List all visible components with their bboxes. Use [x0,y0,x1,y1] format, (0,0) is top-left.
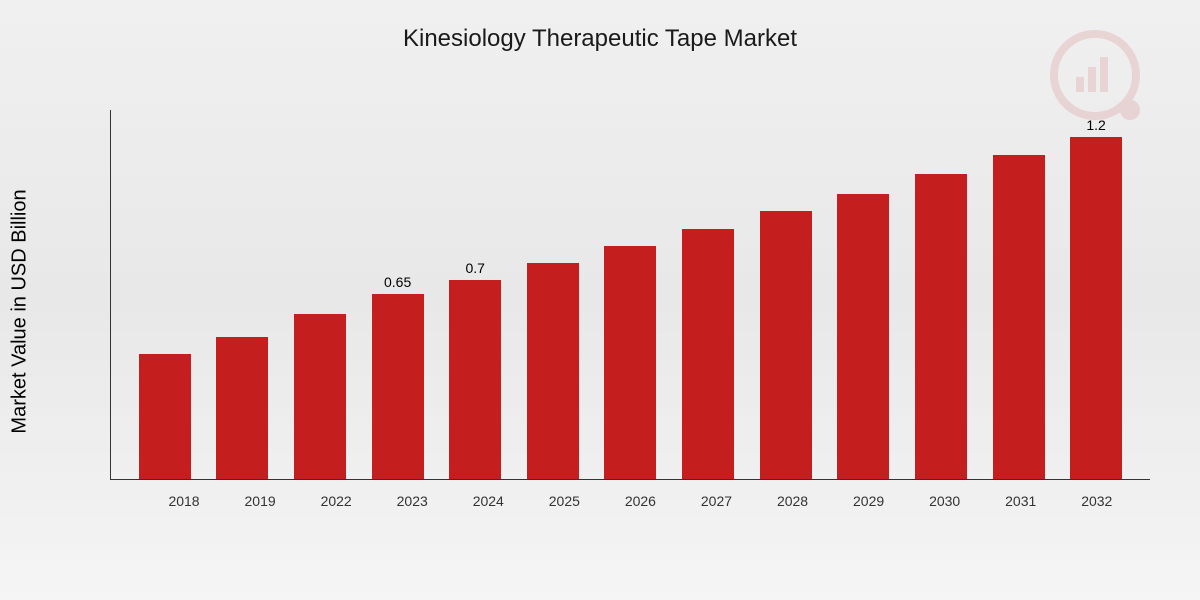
bar-group [678,229,738,479]
bar-group [756,211,816,479]
bar-value-label: 1.2 [1086,117,1105,133]
chart-title: Kinesiology Therapeutic Tape Market [0,0,1200,63]
bar-group: 1.2 [1066,137,1126,479]
bar-group [989,155,1049,479]
bar-group [290,314,350,479]
x-axis-tick-label: 2024 [458,493,518,509]
x-axis-tick-label: 2030 [915,493,975,509]
bar-group [212,337,272,479]
bar [682,229,734,479]
chart-container: 0.650.71.2 20182019202220232024202520262… [90,80,1150,520]
bar [915,174,967,479]
bar [993,155,1045,479]
x-axis-tick-label: 2022 [306,493,366,509]
bar [139,354,191,479]
bars-container: 0.65 0.7 1.2 [126,110,1135,479]
x-axis-tick-label: 2031 [991,493,1051,509]
x-axis-tick-label: 2023 [382,493,442,509]
x-axis-tick-label: 2026 [610,493,670,509]
bar-group [600,246,660,479]
bar [527,263,579,479]
bar [837,194,889,479]
bar [372,294,424,479]
x-axis-tick-label: 2032 [1067,493,1127,509]
bar-group [833,194,893,479]
bar-group [523,263,583,479]
x-axis-tick-label: 2028 [763,493,823,509]
x-axis-tick-label: 2029 [839,493,899,509]
bar-value-label: 0.7 [466,260,485,276]
bar [604,246,656,479]
bar-value-label: 0.65 [384,274,411,290]
x-axis-tick-label: 2018 [154,493,214,509]
x-axis-tick-label: 2027 [686,493,746,509]
bar-group [911,174,971,479]
bar-group: 0.65 [368,294,428,479]
x-axis-labels: 2018 2019 2022 2023 2024 2025 2026 2027 2028 2029… [146,493,1135,509]
bar [449,280,501,479]
bar [294,314,346,479]
bar-group: 0.7 [445,280,505,479]
bar [760,211,812,479]
bar [1070,137,1122,479]
plot-area: 0.650.71.2 20182019202220232024202520262… [110,110,1150,480]
x-axis-tick-label: 2025 [534,493,594,509]
x-axis-tick-label: 2019 [230,493,290,509]
y-axis-label: Market Value in USD Billion [9,189,32,433]
bar [216,337,268,479]
bar-group [135,354,195,479]
